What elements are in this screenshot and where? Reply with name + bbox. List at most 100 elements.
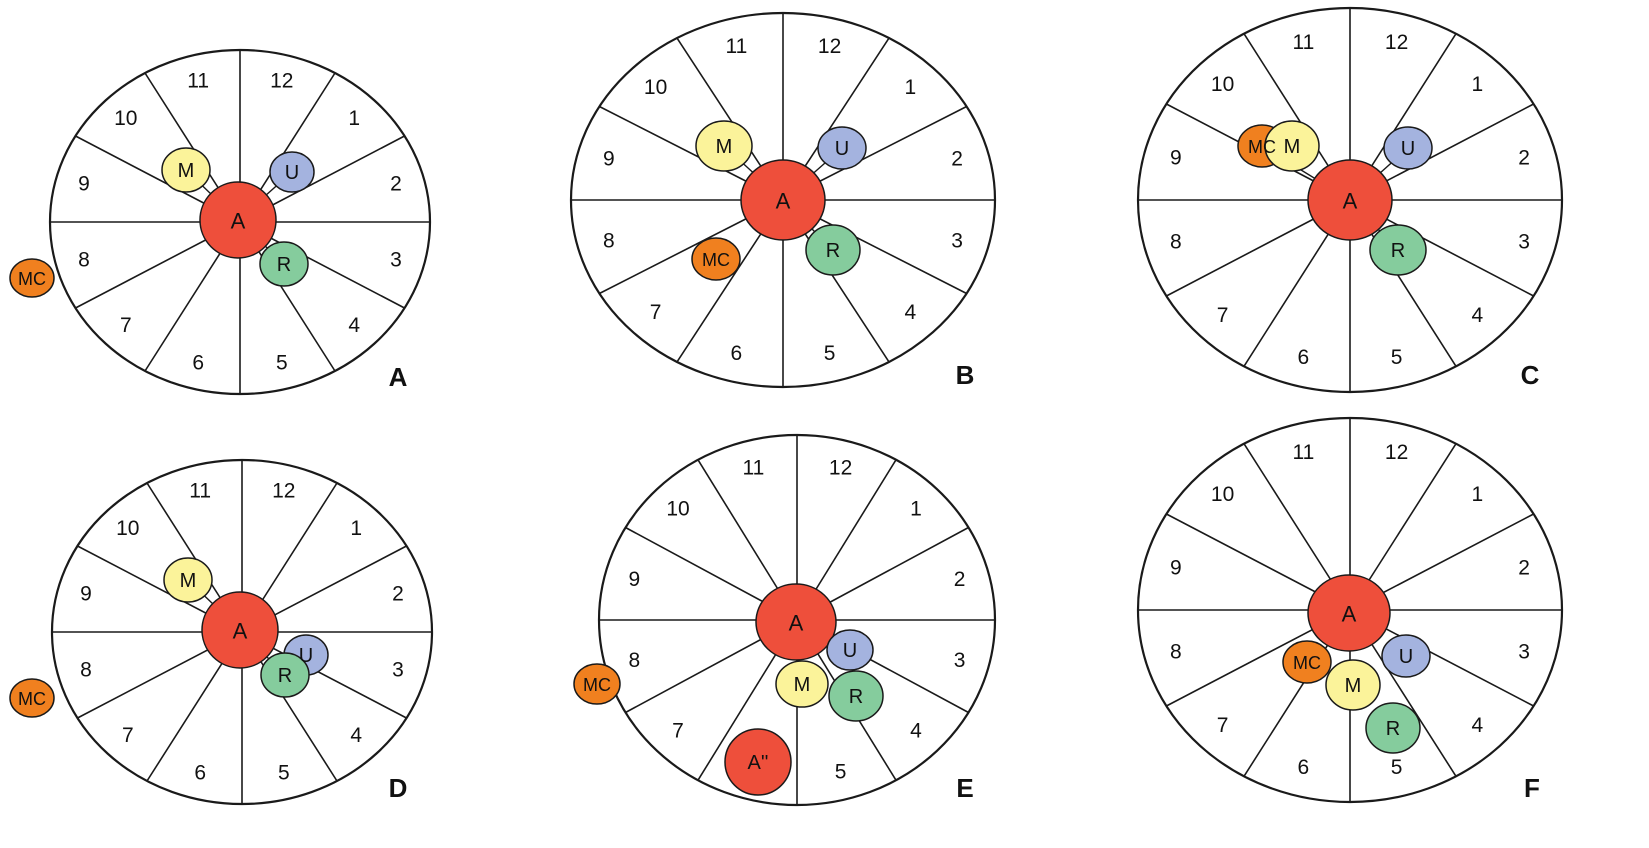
node-r-label: R — [1386, 718, 1400, 740]
node-mc-label: MC — [18, 689, 46, 709]
hour-label-3: 3 — [1518, 641, 1530, 664]
node-a-circle — [724, 728, 792, 796]
node-u-label: U — [843, 640, 857, 662]
hour-label-6: 6 — [1298, 346, 1310, 369]
node-m-circle — [161, 147, 211, 193]
hour-label-5: 5 — [1391, 346, 1403, 369]
hour-label-6: 6 — [192, 352, 204, 375]
hour-label-11: 11 — [189, 479, 211, 502]
hour-label-3: 3 — [951, 230, 963, 253]
node-u-circle — [1381, 634, 1431, 678]
hour-label-12: 12 — [818, 35, 841, 58]
hour-label-7: 7 — [650, 301, 662, 324]
hour-label-1: 1 — [350, 517, 362, 540]
node-mc-circle — [573, 663, 621, 705]
hour-label-2: 2 — [951, 147, 963, 170]
node-r-label: R — [278, 665, 292, 687]
node-a-circle — [199, 181, 277, 259]
node-mc-label: MC — [1248, 137, 1276, 157]
hour-label-5: 5 — [278, 762, 290, 785]
hour-label-8: 8 — [603, 230, 615, 253]
node-group: A M UR MC — [9, 557, 329, 718]
hour-label-8: 8 — [1170, 641, 1182, 664]
hour-label-2: 2 — [1518, 556, 1530, 579]
hour-label-12: 12 — [1385, 441, 1408, 464]
hour-label-4: 4 — [348, 314, 360, 337]
hour-label-4: 4 — [1472, 714, 1484, 737]
node-group: A MC U M R — [1282, 574, 1431, 754]
hour-label-6: 6 — [194, 762, 206, 785]
node-group: A MC M U R — [1237, 120, 1433, 276]
node-r-circle — [1369, 224, 1427, 276]
hour-label-7: 7 — [1217, 304, 1229, 327]
node-m-circle — [695, 120, 753, 172]
node-m-label: M — [178, 160, 195, 182]
hour-label-7: 7 — [122, 724, 134, 747]
hour-label-10: 10 — [1211, 73, 1234, 96]
hour-label-2: 2 — [392, 583, 404, 606]
hour-label-2: 2 — [390, 173, 402, 196]
hour-label-12: 12 — [829, 457, 852, 480]
node-a-label: A — [789, 611, 804, 636]
node-m-label: M — [794, 674, 811, 696]
node-u-label: U — [285, 162, 299, 184]
node-m-label: M — [716, 136, 733, 158]
node-a-circle — [1307, 159, 1393, 241]
node-u-circle — [817, 126, 867, 170]
node-r-circle — [805, 224, 861, 276]
node-a-label: A — [1342, 602, 1357, 627]
hour-label-4: 4 — [910, 720, 922, 743]
node-r-label: R — [826, 240, 840, 262]
hour-label-9: 9 — [1170, 556, 1182, 579]
hour-label-9: 9 — [80, 583, 92, 606]
hour-label-3: 3 — [1518, 231, 1530, 254]
hour-label-10: 10 — [1211, 483, 1234, 506]
hour-label-5: 5 — [1391, 756, 1403, 779]
node-mc-circle — [1282, 640, 1332, 684]
hour-label-7: 7 — [672, 720, 684, 743]
node-mc-circle — [9, 258, 55, 298]
node-group: A M U R MC — [9, 147, 315, 298]
node-a-circle — [755, 583, 837, 661]
hour-label-9: 9 — [629, 568, 641, 591]
hour-label-9: 9 — [1170, 146, 1182, 169]
hour-label-2: 2 — [954, 568, 966, 591]
hour-label-3: 3 — [954, 649, 966, 672]
hour-label-5: 5 — [824, 342, 836, 365]
node-mc-circle — [9, 678, 55, 718]
node-a-label: A — [1343, 189, 1358, 214]
hour-label-5: 5 — [835, 760, 847, 783]
hour-label-12: 12 — [272, 479, 295, 502]
node-r-label: R — [849, 686, 863, 708]
hour-label-3: 3 — [392, 658, 404, 681]
node-r-label: R — [1391, 240, 1405, 262]
node-a-circle — [1307, 574, 1391, 652]
hour-label-10: 10 — [116, 517, 139, 540]
node-a-label: A — [233, 619, 248, 644]
node-a-label: A — [776, 189, 791, 214]
node-r-label: R — [277, 254, 291, 276]
node-r-circle — [828, 670, 884, 722]
hour-label-1: 1 — [905, 76, 917, 99]
hour-label-11: 11 — [187, 69, 209, 92]
hour-label-10: 10 — [114, 107, 137, 130]
node-mc-label: MC — [18, 269, 46, 289]
node-r-circle — [259, 241, 309, 287]
node-u-label: U — [299, 645, 313, 667]
hour-label-3: 3 — [390, 248, 402, 271]
hour-label-9: 9 — [78, 173, 90, 196]
node-m-label: M — [180, 570, 197, 592]
node-u-circle — [1383, 126, 1433, 170]
node-m-circle — [775, 660, 829, 708]
node-m-circle — [1325, 659, 1381, 711]
node-a-label: A — [231, 209, 246, 234]
panel-e: 121234567891011EAUMRA''MC — [573, 433, 997, 807]
node-mc-label: MC — [1293, 653, 1321, 673]
node-m-label: M — [1345, 675, 1362, 697]
